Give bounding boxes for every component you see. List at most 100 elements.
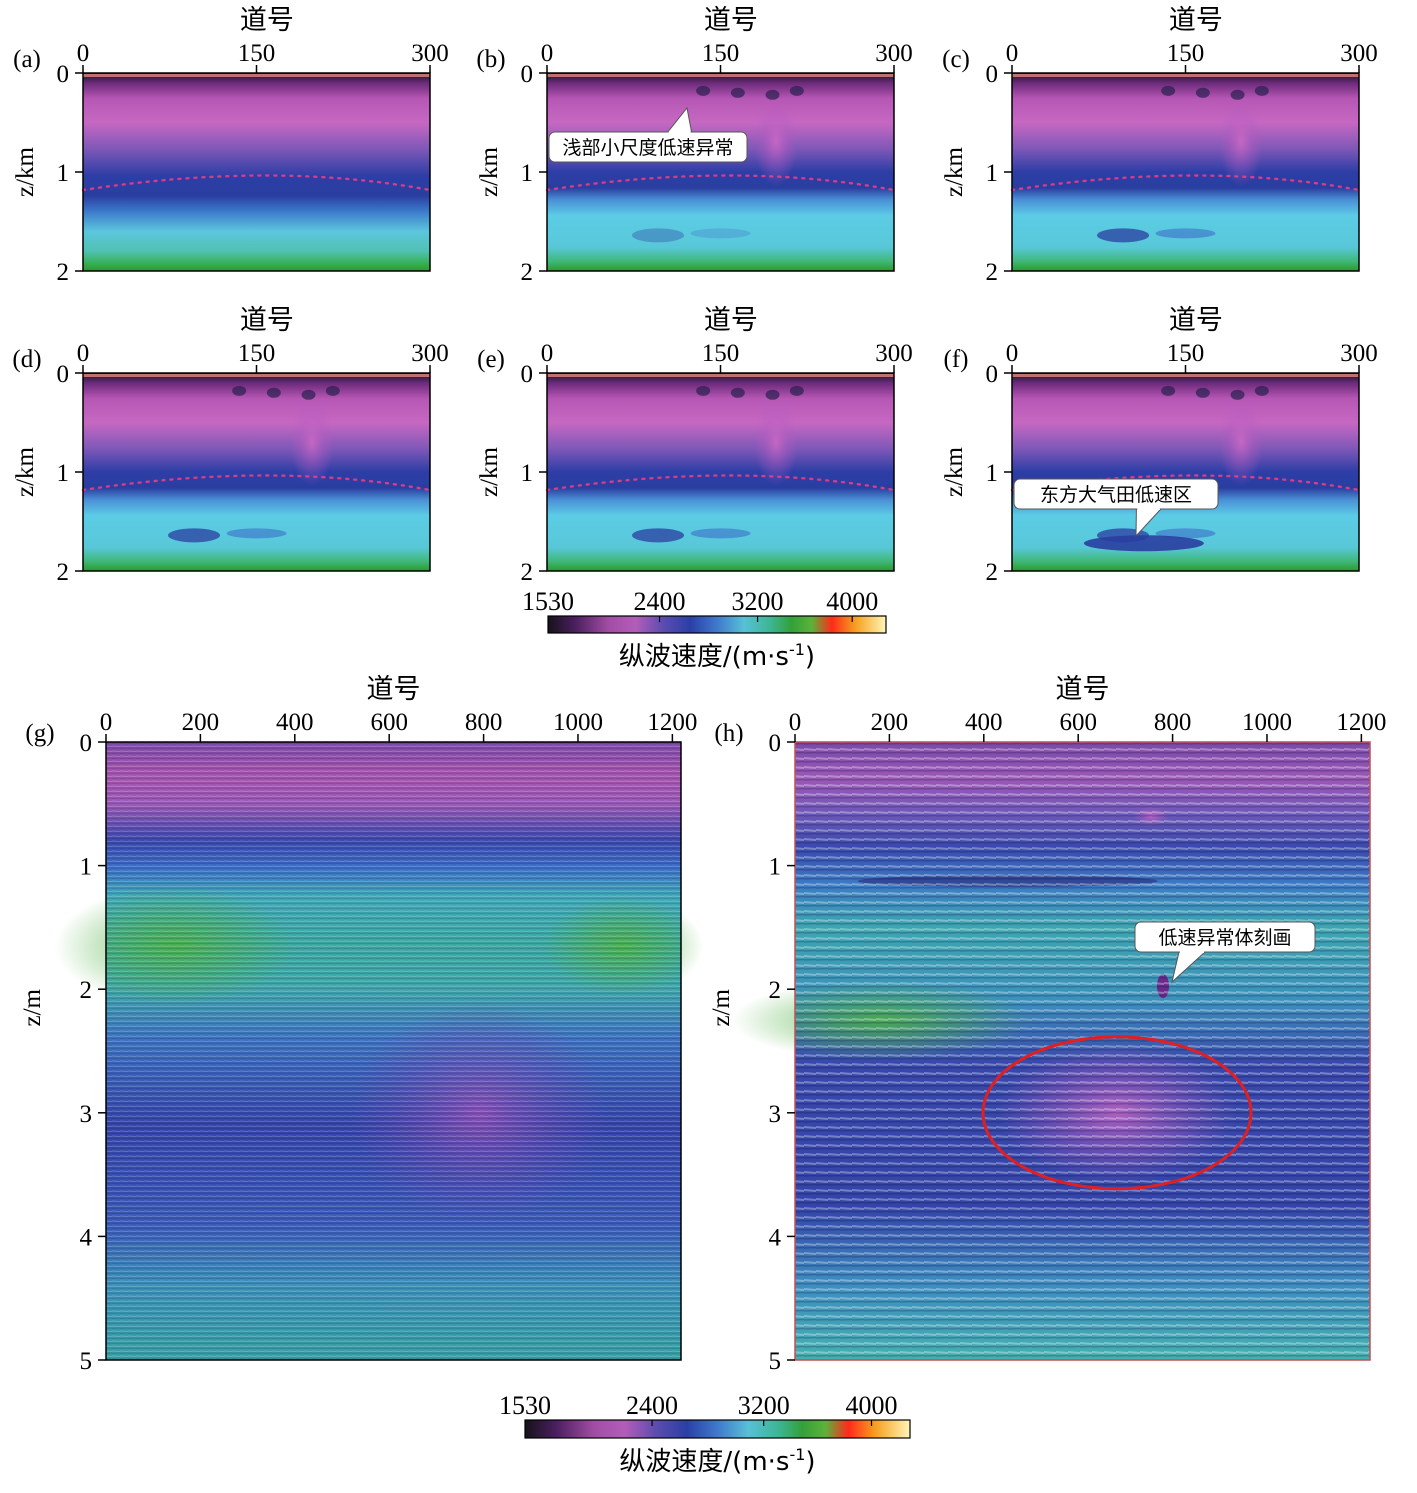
shallow-low-velocity-spot [730,387,745,398]
panel-label: (e) [477,346,505,373]
panel-label: (h) [714,720,743,747]
callout-box [1134,921,1316,953]
shallow-low-velocity-spot [1195,387,1210,398]
x-axis-title: 道号 [1056,674,1110,705]
x-axis-title: 道号 [1169,305,1223,336]
x-tick-label: 300 [875,40,913,67]
axes-b: 道号 0 150 300 0 1 2 z/km (b) [476,5,913,286]
shallow-low-velocity-spot [325,385,340,396]
x-tick-label: 0 [541,40,554,67]
colorbar-tick-label: 1530 [522,587,574,616]
shallow-low-velocity-spot [1254,85,1269,96]
y-tick-label: 5 [769,1348,782,1375]
y-axis-title: z/km [476,446,503,497]
x-tick-label: 400 [276,709,314,736]
colorbar-title-sup: -1 [789,1445,805,1464]
panel-f: 道号 0 150 300 0 1 2 z/km (f) 东方大气田低速区 [941,305,1378,586]
colorbar-tick-label: 3200 [732,587,784,616]
water-surface-line [547,74,894,77]
colorbar-bottom: 1530 2400 3200 4000 纵波速度/(m·s-1) [499,1391,911,1477]
y-tick-label: 0 [986,61,999,88]
shallow-low-velocity-spot [765,89,780,100]
axes-e: 道号 0 150 300 0 1 2 z/km (e) [476,305,913,586]
water-surface-line [1012,374,1359,377]
shallow-low-velocity-spot [266,387,281,398]
x-tick-label: 300 [1340,40,1378,67]
y-tick-label: 0 [986,361,999,388]
deep-low-velocity-zone [1097,228,1150,243]
callout-text: 低速异常体刻画 [1158,927,1291,949]
x-tick-label: 600 [370,709,408,736]
y-tick-label: 3 [80,1101,93,1128]
low-velocity-plume [1219,398,1264,487]
y-tick-label: 0 [80,730,93,757]
x-tick-label: 0 [789,709,802,736]
water-surface-line [83,374,430,377]
x-tick-label: 1000 [553,709,603,736]
shallow-low-velocity-spot [1161,385,1176,396]
callout-box [1013,478,1219,510]
y-tick-label: 2 [521,259,534,286]
shallow-low-velocity-spot [765,389,780,400]
shallow-low-velocity-spot [696,85,711,96]
colorbar-title-end: ) [805,1447,815,1477]
y-tick-label: 1 [57,160,70,187]
axes-g: 道号 0 200 400 600 800 1000 1200 0 1 2 3 4 5 z/m (g) [19,674,697,1375]
panel-label: (d) [12,346,41,373]
water-surface-line [1012,74,1359,77]
y-axis-title: z/km [941,446,968,497]
x-axis-title: 道号 [704,5,758,36]
y-tick-label: 1 [521,160,534,187]
velocity-field [547,373,894,571]
y-tick-label: 0 [521,61,534,88]
callout-f: 东方大气田低速区 [1013,478,1219,538]
panel-label: (c) [942,46,970,73]
low-velocity-plume [754,398,799,487]
y-tick-label: 3 [769,1101,782,1128]
deep-low-velocity-zone [690,228,751,239]
y-axis-title: z/m [708,988,735,1026]
x-tick-label: 300 [411,340,449,367]
shallow-low-velocity-spot [789,85,804,96]
low-velocity-plume [1219,98,1264,187]
x-tick-label: 800 [1154,709,1192,736]
colorbar-title-main: 纵波速度/(m·s [619,642,789,672]
y-tick-label: 1 [57,460,70,487]
panel-label: (g) [25,720,54,747]
y-tick-label: 0 [521,361,534,388]
x-tick-label: 150 [238,340,276,367]
small-panels-group: 道号 0 150 300 0 1 2 z/km (a) 道号 0 150 300 0 1 2 z/km (b) 浅部… [12,5,1378,586]
y-tick-label: 0 [57,361,70,388]
y-tick-label: 5 [80,1348,93,1375]
axes-f: 道号 0 150 300 0 1 2 z/km (f) [941,305,1378,586]
axes-a: 道号 0 150 300 0 1 2 z/km (a) [12,5,449,286]
colorbar-title-main: 纵波速度/(m·s [619,1447,789,1477]
x-tick-label: 0 [77,340,90,367]
y-tick-label: 1 [769,854,782,881]
callout-b: 浅部小尺度低速异常 [548,106,748,163]
velocity-field [1012,73,1359,271]
horizon-dotted-line [81,474,432,492]
colorbar-tick-label: 1530 [499,1391,551,1420]
panel-frame [105,741,682,1361]
x-tick-label: 0 [77,40,90,67]
horizon-dotted-line [1010,174,1361,192]
shallow-low-velocity-spot [1230,389,1245,400]
low-velocity-plume [290,398,335,487]
x-tick-label: 150 [702,340,740,367]
y-tick-label: 0 [57,61,70,88]
y-tick-label: 4 [769,1224,782,1251]
y-tick-label: 1 [986,460,999,487]
colorbar-tick-label: 2400 [634,587,686,616]
colorbar-tick-label: 2400 [626,1391,678,1420]
y-tick-label: 2 [521,559,534,586]
seismic-reflection-overlay [795,742,1370,1360]
seismic-reflection-overlay [106,742,681,1360]
colorbar-tick-label: 4000 [846,1391,898,1420]
x-tick-label: 300 [1340,340,1378,367]
x-axis-title: 道号 [240,305,294,336]
x-tick-label: 150 [702,40,740,67]
panel-frame [794,741,1371,1361]
